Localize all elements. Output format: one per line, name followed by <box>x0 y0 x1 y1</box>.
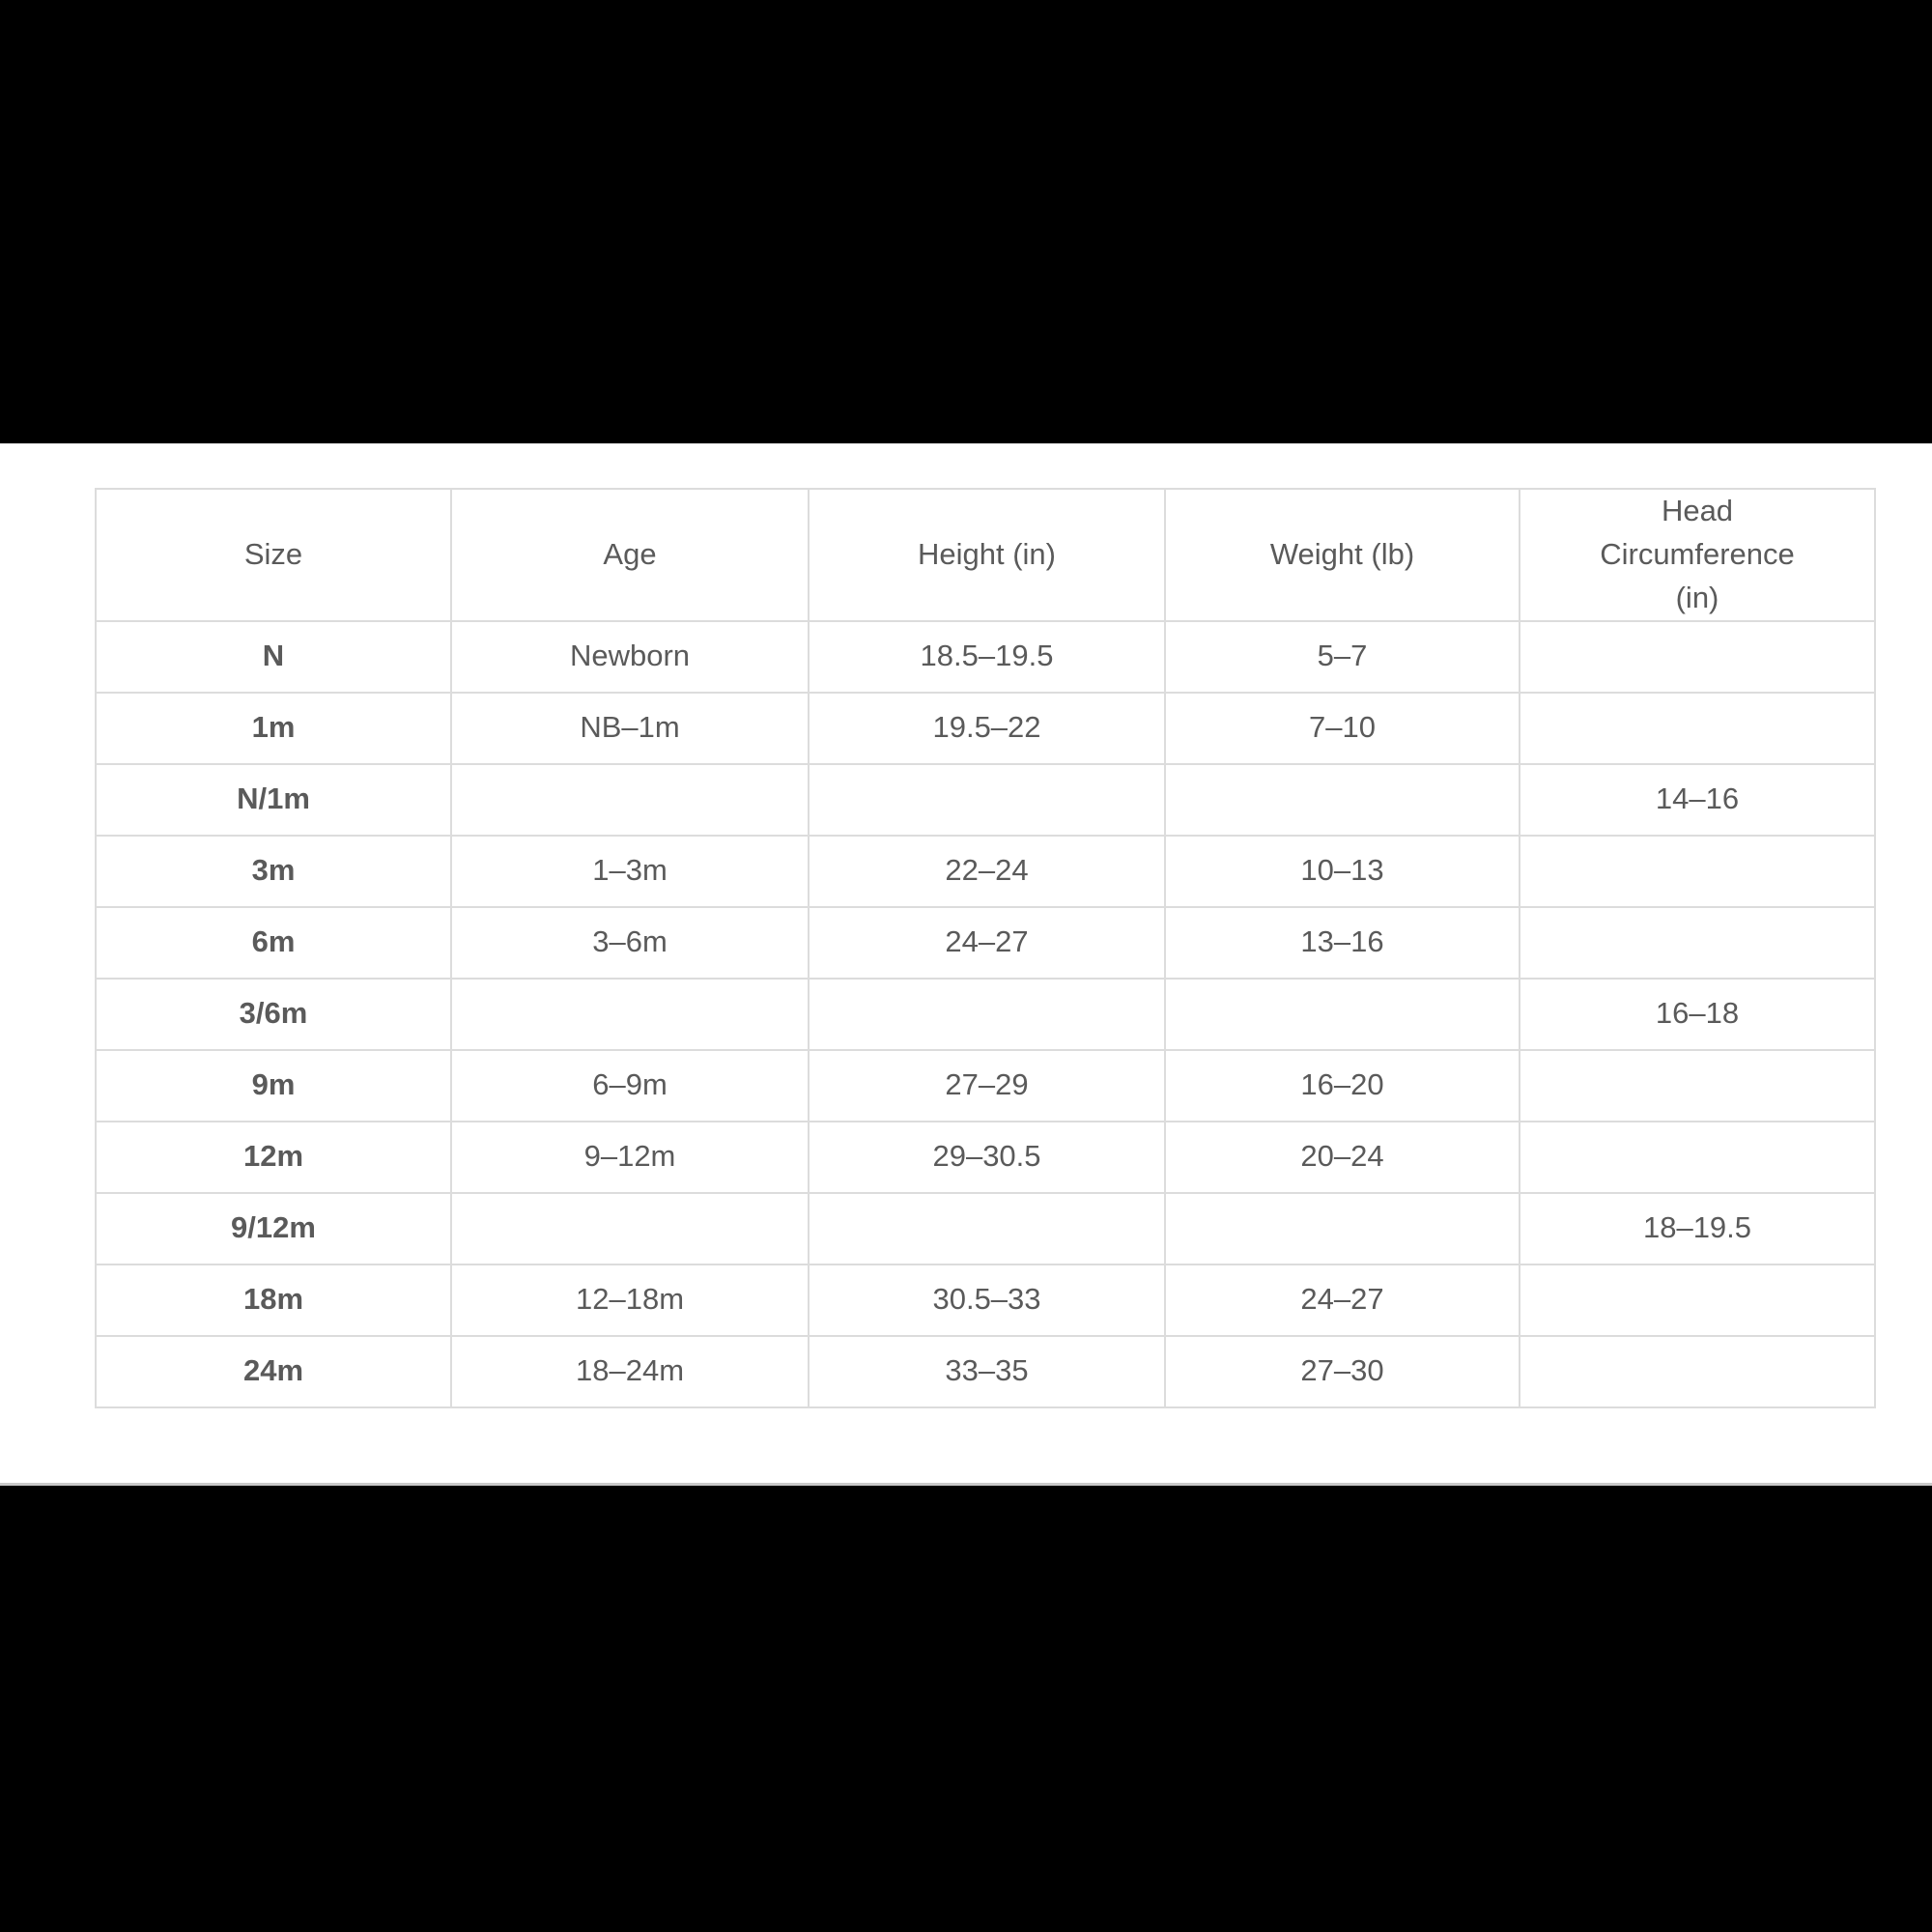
cell-head-circumference: 14–16 <box>1519 762 1876 837</box>
column-header-age: Age <box>450 488 810 622</box>
table-row: 18m 12–18m 30.5–33 24–27 <box>95 1263 1876 1337</box>
column-header-head-circumference-unit: (in) <box>1675 580 1719 614</box>
column-header-height-label: Height <box>917 536 1005 571</box>
column-header-weight-unit: (lb) <box>1371 536 1415 571</box>
cell-height: 33–35 <box>808 1334 1166 1408</box>
cell-size: 3/6m <box>95 977 452 1051</box>
cell-age: 18–24m <box>450 1334 810 1408</box>
column-header-height: Height (in) <box>808 488 1166 622</box>
cell-age: 12–18m <box>450 1263 810 1337</box>
column-header-age-label: Age <box>603 536 657 571</box>
cell-weight <box>1164 1191 1520 1265</box>
table-row: 9/12m 18–19.5 <box>95 1191 1876 1265</box>
cell-size: 9/12m <box>95 1191 452 1265</box>
table-row: N/1m 14–16 <box>95 762 1876 837</box>
column-header-size-label: Size <box>243 536 303 571</box>
cell-height <box>808 762 1166 837</box>
cell-height <box>808 977 1166 1051</box>
cell-age: 6–9m <box>450 1048 810 1122</box>
column-header-head-circumference-line2: Circumference <box>1600 536 1795 571</box>
cell-size: 12m <box>95 1120 452 1194</box>
cell-age: NB–1m <box>450 691 810 765</box>
table-row: 9m 6–9m 27–29 16–20 <box>95 1048 1876 1122</box>
letterbox-bar-bottom <box>0 1486 1932 1932</box>
cell-size: N <box>95 619 452 694</box>
cell-head-circumference <box>1519 1120 1876 1194</box>
cell-head-circumference <box>1519 834 1876 908</box>
cell-height: 29–30.5 <box>808 1120 1166 1194</box>
cell-weight: 20–24 <box>1164 1120 1520 1194</box>
column-header-head-circumference-line1: Head <box>1661 494 1734 527</box>
cell-weight: 5–7 <box>1164 619 1520 694</box>
cell-size: 9m <box>95 1048 452 1122</box>
column-header-weight: Weight (lb) <box>1164 488 1520 622</box>
cell-size: 3m <box>95 834 452 908</box>
table-row: 1m NB–1m 19.5–22 7–10 <box>95 691 1876 765</box>
table-row: N Newborn 18.5–19.5 5–7 <box>95 619 1876 694</box>
cell-age: 9–12m <box>450 1120 810 1194</box>
cell-size: 6m <box>95 905 452 980</box>
size-chart-table-wrapper: Size Age Height (in) Weight (lb) <box>95 488 1876 1408</box>
size-chart-panel: Size Age Height (in) Weight (lb) <box>0 443 1932 1486</box>
column-header-head-circumference: Head Circumference (in) <box>1519 488 1876 622</box>
cell-weight <box>1164 977 1520 1051</box>
cell-height: 30.5–33 <box>808 1263 1166 1337</box>
cell-age <box>450 762 810 837</box>
cell-weight: 16–20 <box>1164 1048 1520 1122</box>
cell-age <box>450 1191 810 1265</box>
cell-height: 22–24 <box>808 834 1166 908</box>
cell-weight: 10–13 <box>1164 834 1520 908</box>
cell-head-circumference <box>1519 905 1876 980</box>
cell-size: 18m <box>95 1263 452 1337</box>
cell-head-circumference <box>1519 691 1876 765</box>
table-row: 3/6m 16–18 <box>95 977 1876 1051</box>
cell-age: Newborn <box>450 619 810 694</box>
size-chart-table: Size Age Height (in) Weight (lb) <box>95 488 1876 1408</box>
cell-weight: 13–16 <box>1164 905 1520 980</box>
column-header-height-unit: (in) <box>1012 536 1056 571</box>
cell-weight: 24–27 <box>1164 1263 1520 1337</box>
table-row: 24m 18–24m 33–35 27–30 <box>95 1334 1876 1408</box>
cell-weight <box>1164 762 1520 837</box>
table-row: 6m 3–6m 24–27 13–16 <box>95 905 1876 980</box>
column-header-weight-label: Weight <box>1269 536 1363 571</box>
cell-size: 24m <box>95 1334 452 1408</box>
cell-head-circumference: 16–18 <box>1519 977 1876 1051</box>
cell-size: 1m <box>95 691 452 765</box>
cell-head-circumference <box>1519 1048 1876 1122</box>
cell-head-circumference <box>1519 1334 1876 1408</box>
cell-age <box>450 977 810 1051</box>
cell-height: 24–27 <box>808 905 1166 980</box>
cell-height: 19.5–22 <box>808 691 1166 765</box>
cell-height: 27–29 <box>808 1048 1166 1122</box>
cell-head-circumference: 18–19.5 <box>1519 1191 1876 1265</box>
table-row: 3m 1–3m 22–24 10–13 <box>95 834 1876 908</box>
cell-age: 1–3m <box>450 834 810 908</box>
cell-size: N/1m <box>95 762 452 837</box>
table-header: Size Age Height (in) Weight (lb) <box>95 488 1876 622</box>
cell-weight: 7–10 <box>1164 691 1520 765</box>
cell-weight: 27–30 <box>1164 1334 1520 1408</box>
cell-height: 18.5–19.5 <box>808 619 1166 694</box>
letterbox-bar-top <box>0 0 1932 443</box>
cell-head-circumference <box>1519 1263 1876 1337</box>
table-body: N Newborn 18.5–19.5 5–7 1m NB–1m 19.5–22 7–10 N/… <box>95 619 1876 1408</box>
table-row: 12m 9–12m 29–30.5 20–24 <box>95 1120 1876 1194</box>
cell-age: 3–6m <box>450 905 810 980</box>
column-header-size: Size <box>95 488 452 622</box>
header-row: Size Age Height (in) Weight (lb) <box>95 488 1876 622</box>
cell-head-circumference <box>1519 619 1876 694</box>
cell-height <box>808 1191 1166 1265</box>
